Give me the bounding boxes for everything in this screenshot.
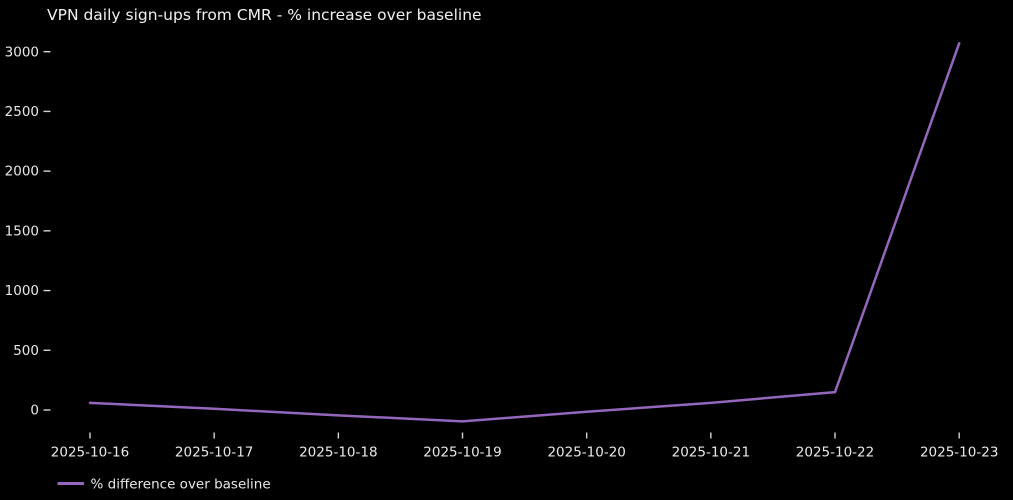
y-tick-label: 0 (30, 403, 39, 419)
y-tick-label: 500 (13, 343, 39, 359)
y-tick-label: 2000 (5, 164, 39, 180)
y-tick-label: 2500 (5, 104, 39, 120)
x-tick-label: 2025-10-17 (175, 445, 253, 461)
series-line (88, 42, 961, 423)
x-tick-label: 2025-10-23 (920, 445, 998, 461)
x-tick-label: 2025-10-22 (796, 445, 874, 461)
x-tick-label: 2025-10-18 (299, 445, 377, 461)
legend-label: % difference over baseline (91, 477, 271, 493)
x-tick-label: 2025-10-16 (51, 445, 129, 461)
x-tick-label: 2025-10-21 (672, 445, 750, 461)
chart-title: VPN daily sign-ups from CMR - % increase… (47, 6, 482, 24)
y-tick-label: 3000 (5, 44, 39, 60)
legend: % difference over baseline (57, 477, 271, 493)
y-tick-label: 1500 (5, 223, 39, 239)
x-tick-label: 2025-10-19 (423, 445, 501, 461)
y-tick-label: 1000 (5, 283, 39, 299)
plot-area: 0 500 1000 1500 2000 2500 3000 2025-10-16 2025-1… (5, 42, 998, 461)
x-tick-label: 2025-10-20 (547, 445, 625, 461)
